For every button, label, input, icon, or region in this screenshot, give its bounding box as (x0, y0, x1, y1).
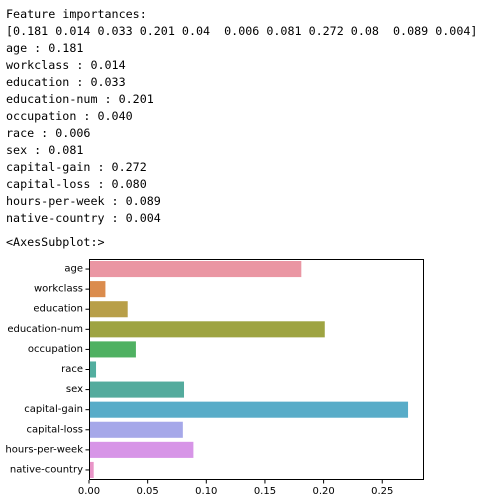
bar-race (89, 361, 97, 378)
bar-age (89, 261, 302, 278)
bar-occupation (89, 341, 136, 358)
y-tick-label-capital-loss: capital-loss (26, 424, 83, 435)
bar-workclass (89, 281, 106, 298)
feature-importance-chart: age workclass education education-num occupa… (5, 259, 424, 497)
feature-line-age: age : 0.181 (6, 41, 84, 55)
x-tick-label-0: 0.00 (78, 486, 100, 497)
y-tick-label-sex: sex (66, 384, 83, 395)
bar-sex (89, 381, 185, 398)
bar-capital-loss (89, 421, 183, 438)
importances-array: [0.181 0.014 0.033 0.201 0.04 0.006 0.08… (6, 24, 478, 38)
y-tick-label-education: education (33, 304, 83, 315)
feature-line-native-country: native-country : 0.004 (6, 211, 161, 225)
y-tick-label-race: race (61, 364, 83, 375)
y-tick-label-workclass: workclass (34, 284, 83, 295)
feature-line-occupation: occupation : 0.040 (6, 109, 133, 123)
bar-hours-per-week (89, 441, 194, 458)
x-tick-label-1: 0.05 (137, 486, 159, 497)
feature-line-hours-per-week: hours-per-week : 0.089 (6, 194, 161, 208)
x-tick-label-3: 0.15 (254, 486, 276, 497)
y-tick-label-education-num: education-num (7, 324, 83, 335)
feature-line-workclass: workclass : 0.014 (6, 58, 126, 72)
output-header: Feature importances: (6, 7, 147, 21)
feature-line-capital-gain: capital-gain : 0.272 (6, 160, 147, 174)
y-tick-label-native-country: native-country (10, 464, 83, 475)
x-tick-label-2: 0.10 (195, 486, 217, 497)
y-tick-label-occupation: occupation (28, 344, 83, 355)
feature-line-race: race : 0.006 (6, 126, 91, 140)
bar-education-num (89, 321, 325, 338)
feature-line-sex: sex : 0.081 (6, 143, 84, 157)
cell-output-text: Feature importances: [0.181 0.014 0.033 … (6, 6, 477, 227)
x-tick-label-5: 0.25 (371, 486, 393, 497)
feature-line-education: education : 0.033 (6, 75, 126, 89)
feature-line-education-num: education-num : 0.201 (6, 92, 154, 106)
bar-capital-gain (89, 401, 409, 418)
x-tick-label-4: 0.20 (312, 486, 334, 497)
axes-repr: <AxesSubplot:> (6, 235, 105, 249)
bar-native-country (89, 461, 94, 478)
y-tick-label-hours-per-week: hours-per-week (5, 444, 83, 455)
y-tick-label-age: age (64, 264, 83, 275)
feature-line-capital-loss: capital-loss : 0.080 (6, 177, 147, 191)
bar-education (89, 301, 128, 318)
y-tick-label-capital-gain: capital-gain (24, 404, 83, 415)
plot-frame (89, 259, 424, 480)
